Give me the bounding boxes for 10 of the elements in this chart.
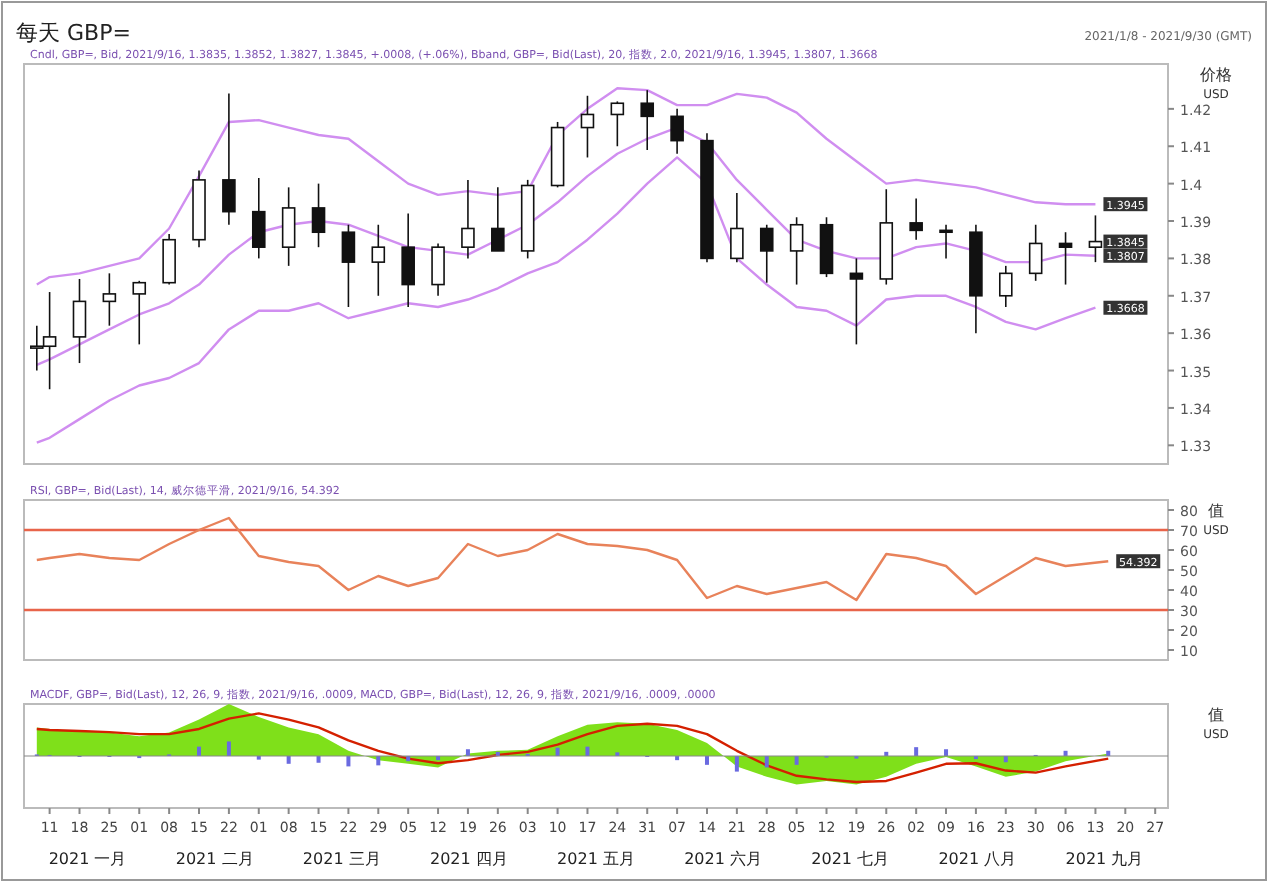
chart-title: 每天 GBP=	[16, 20, 131, 46]
text: 2021 九月	[1065, 850, 1144, 868]
text: 2021 二月	[175, 850, 254, 868]
text: 2021 五月	[557, 850, 635, 868]
text: 2021 七月	[811, 850, 890, 868]
text: 2021 四月	[429, 850, 508, 868]
text: 2021 八月	[938, 850, 1017, 868]
text: 2021 一月	[48, 850, 127, 868]
text: 2021 三月	[302, 850, 381, 868]
text: 2021 六月	[684, 850, 763, 868]
